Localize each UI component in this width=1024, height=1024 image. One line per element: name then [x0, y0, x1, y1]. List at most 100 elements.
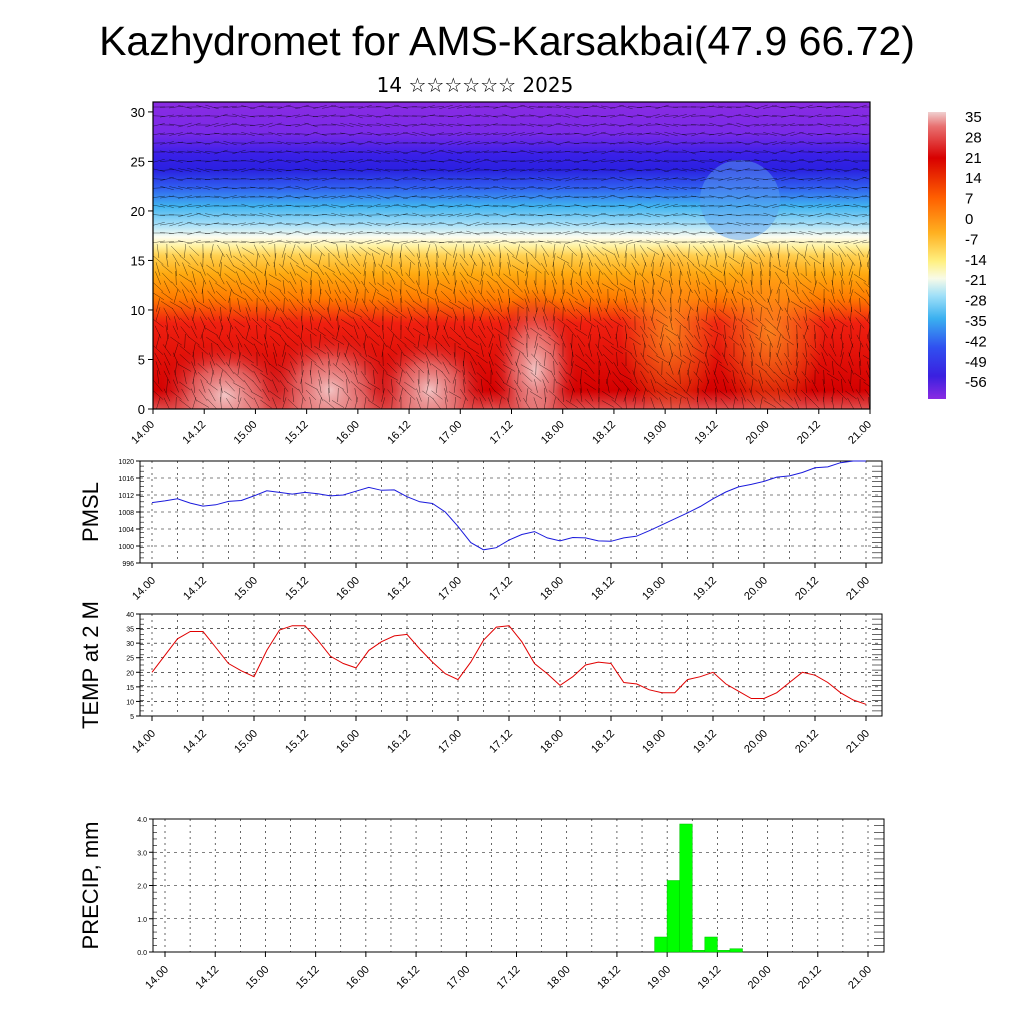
- wind-barb: [792, 290, 802, 302]
- wind-barb: [835, 231, 849, 235]
- wind-barb: [691, 204, 705, 208]
- wind-barb: [673, 114, 687, 118]
- wind-barb: [647, 327, 659, 337]
- wind-barb: [183, 243, 187, 259]
- wind-barb: [475, 114, 489, 118]
- wind-barb: [845, 390, 857, 400]
- wind-barb: [598, 333, 600, 349]
- wind-barb: [299, 253, 305, 267]
- wind-barb: [646, 177, 660, 181]
- wind-barb: [442, 262, 450, 276]
- wind-barb: [745, 132, 759, 136]
- wind-barb: [859, 360, 861, 376]
- wind-barb: [820, 343, 828, 357]
- wind-barb: [595, 343, 603, 357]
- wind-barb: [449, 363, 461, 373]
- wind-barb: [205, 122, 219, 128]
- wind-barb: [726, 169, 742, 171]
- wind-barb: [243, 272, 253, 284]
- wind-barb: [772, 212, 786, 218]
- wind-barb: [705, 370, 709, 384]
- wind-barb: [294, 169, 310, 171]
- wind-barb: [574, 159, 588, 163]
- wind-barb: [744, 160, 760, 162]
- wind-barb: [308, 307, 314, 321]
- wind-barb: [268, 150, 282, 154]
- wind-barb: [624, 244, 628, 258]
- wind-barb: [178, 114, 192, 118]
- wind-barb: [762, 178, 778, 180]
- wind-barb: [831, 280, 835, 294]
- wind-barb: [502, 204, 516, 208]
- wind-barb: [727, 122, 741, 128]
- wind-barb: [163, 352, 171, 366]
- wind-barb: [658, 244, 666, 258]
- wind-barb: [769, 261, 771, 277]
- wind-barb: [676, 253, 684, 267]
- wind-barb: [161, 291, 173, 301]
- wind-barb: [263, 334, 269, 348]
- wind-barb: [574, 364, 588, 372]
- wind-barb: [353, 352, 359, 366]
- wind-barb: [386, 309, 398, 319]
- wind-barb: [324, 317, 334, 329]
- wind-barb: [818, 363, 830, 373]
- wind-barb: [360, 389, 370, 401]
- wind-barb: [799, 168, 813, 172]
- wind-barb: [363, 262, 367, 276]
- wind-barb: [443, 325, 449, 339]
- wind-barb: [384, 151, 400, 153]
- wind-barb: [691, 168, 705, 172]
- wind-barb: [340, 203, 354, 209]
- wind-barb: [453, 352, 457, 366]
- wind-barb: [439, 140, 453, 146]
- x-tick-label: 20.00: [742, 575, 770, 603]
- wind-barb: [164, 361, 170, 375]
- wind-barb: [669, 271, 673, 285]
- wind-barb: [328, 378, 330, 394]
- wind-barb: [646, 114, 660, 118]
- wind-barb: [300, 325, 304, 339]
- wind-barb: [793, 388, 801, 402]
- wind-barb: [386, 362, 398, 374]
- wind-barb: [631, 262, 639, 276]
- wind-barb: [209, 307, 215, 321]
- wind-barb: [668, 280, 674, 294]
- wind-barb: [649, 370, 657, 384]
- wind-barb: [331, 204, 345, 208]
- wind-barb: [582, 178, 598, 180]
- wind-barb: [448, 240, 462, 244]
- wind-barb: [845, 246, 857, 256]
- wind-barb: [655, 186, 669, 190]
- wind-barb: [466, 195, 480, 199]
- wind-barb: [763, 203, 777, 209]
- wind-barb: [438, 205, 454, 207]
- wind-barb: [785, 379, 791, 393]
- wind-barb: [390, 334, 394, 348]
- wind-barb: [664, 239, 678, 245]
- wind-barb: [683, 254, 695, 266]
- wind-barb: [579, 388, 583, 402]
- wind-barb: [785, 325, 791, 339]
- wind-barb: [337, 387, 339, 403]
- wind-barb: [259, 122, 273, 128]
- wind-barb: [570, 343, 574, 357]
- wind-barb: [231, 232, 247, 234]
- wind-barb: [655, 355, 669, 363]
- wind-barb: [466, 141, 480, 145]
- wind-barb: [596, 307, 602, 321]
- wind-barb: [231, 106, 247, 108]
- wind-barb: [287, 345, 299, 355]
- wind-barb: [538, 113, 552, 119]
- wind-barb: [741, 280, 745, 294]
- wind-barb: [235, 334, 243, 348]
- wind-barb: [864, 299, 870, 307]
- wind-barb: [691, 158, 705, 164]
- wind-barb: [700, 240, 714, 244]
- wind-barb: [587, 343, 593, 357]
- wind-barb: [427, 315, 429, 331]
- wind-barb: [443, 316, 449, 330]
- wind-barb: [721, 280, 729, 294]
- wind-barb: [186, 187, 202, 189]
- wind-barb: [196, 186, 210, 190]
